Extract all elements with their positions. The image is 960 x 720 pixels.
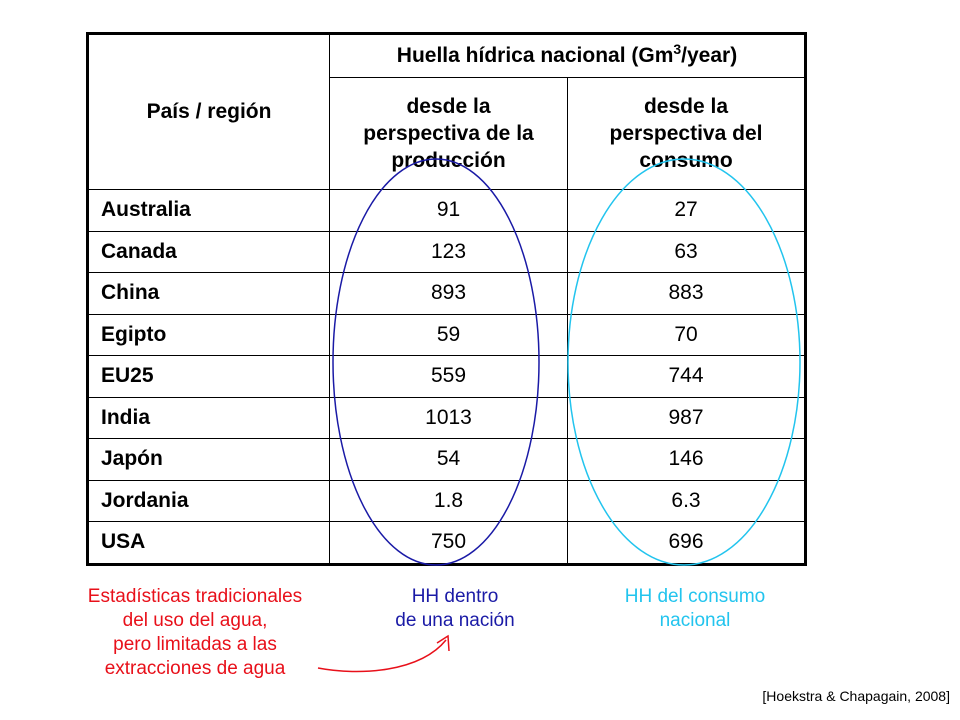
- production-cell: 123: [329, 230, 568, 273]
- consumption-header: desde la perspectiva del consumo: [566, 77, 807, 190]
- main-header: Huella hídrica nacional (Gm3/year): [328, 33, 807, 78]
- region-header: País / región: [87, 33, 330, 190]
- citation: [Hoekstra & Chapagain, 2008]: [762, 688, 950, 704]
- consumption-cell: 146: [566, 438, 807, 481]
- production-header-line: perspectiva de la: [363, 121, 534, 145]
- note-line: Estadísticas tradicionales: [87, 586, 303, 607]
- production-cell: 1013: [329, 396, 568, 439]
- main-header-suffix: /year): [681, 44, 738, 67]
- consumption-header-line: consumo: [639, 149, 733, 173]
- production-cell: 750: [329, 521, 568, 565]
- country-cell: Egipto: [87, 313, 330, 356]
- consumption-cell: 6.3: [566, 479, 807, 522]
- table-row: Egipto 59 70: [87, 313, 807, 356]
- table-row: Canada 123 63: [87, 230, 807, 273]
- country-cell: Australia: [87, 189, 330, 232]
- production-header-line: producción: [391, 149, 506, 173]
- consumption-cell: 883: [566, 272, 807, 315]
- country-cell: EU25: [87, 355, 330, 398]
- note-line: nacional: [659, 610, 731, 631]
- table-row: Jordania 1.8 6.3: [87, 479, 807, 522]
- water-footprint-table: País / región Huella hídrica nacional (G…: [86, 32, 808, 566]
- production-header-line: desde la: [406, 94, 491, 118]
- consumption-cell: 27: [566, 189, 807, 232]
- consumption-header-line: perspectiva del: [609, 121, 763, 145]
- main-header-prefix: Huella hídrica nacional (Gm: [396, 44, 674, 67]
- table-header-row: País / región Huella hídrica nacional (G…: [87, 33, 807, 190]
- country-cell: India: [87, 396, 330, 439]
- production-header: desde la perspectiva de la producción: [329, 77, 568, 190]
- national-consumption-note: HH del consumo nacional: [580, 585, 810, 633]
- consumption-cell: 744: [566, 355, 807, 398]
- note-line: del uso del agua,: [122, 610, 268, 631]
- country-cell: USA: [87, 521, 330, 565]
- consumption-cell: 987: [566, 396, 807, 439]
- note-line: HH del consumo: [624, 586, 766, 607]
- production-cell: 893: [329, 272, 568, 315]
- table-row: USA 750 696: [87, 521, 807, 565]
- country-cell: China: [87, 272, 330, 315]
- within-nation-note: HH dentro de una nación: [360, 585, 550, 633]
- consumption-cell: 70: [566, 313, 807, 356]
- table-row: India 1013 987: [87, 396, 807, 439]
- table-row: EU25 559 744: [87, 355, 807, 398]
- production-cell: 91: [329, 189, 568, 232]
- consumption-header-line: desde la: [643, 94, 729, 118]
- table-row: Japón 54 146: [87, 438, 807, 481]
- country-cell: Jordania: [87, 479, 330, 522]
- note-line: de una nación: [395, 610, 515, 631]
- production-cell: 59: [329, 313, 568, 356]
- consumption-cell: 696: [566, 521, 807, 565]
- production-cell: 559: [329, 355, 568, 398]
- production-cell: 54: [329, 438, 568, 481]
- consumption-cell: 63: [566, 230, 807, 273]
- production-cell: 1.8: [329, 479, 568, 522]
- table-row: Australia 91 27: [87, 189, 807, 232]
- country-cell: Canada: [87, 230, 330, 273]
- note-line: HH dentro: [411, 586, 499, 607]
- table-row: China 893 883: [87, 272, 807, 315]
- note-line: pero limitadas a las: [113, 634, 277, 655]
- country-cell: Japón: [87, 438, 330, 481]
- traditional-stats-note: Estadísticas tradicionales del uso del a…: [40, 585, 350, 681]
- main-header-superscript: 3: [673, 41, 682, 57]
- note-line: extracciones de agua: [104, 658, 286, 679]
- arrow-head-icon: [436, 634, 450, 652]
